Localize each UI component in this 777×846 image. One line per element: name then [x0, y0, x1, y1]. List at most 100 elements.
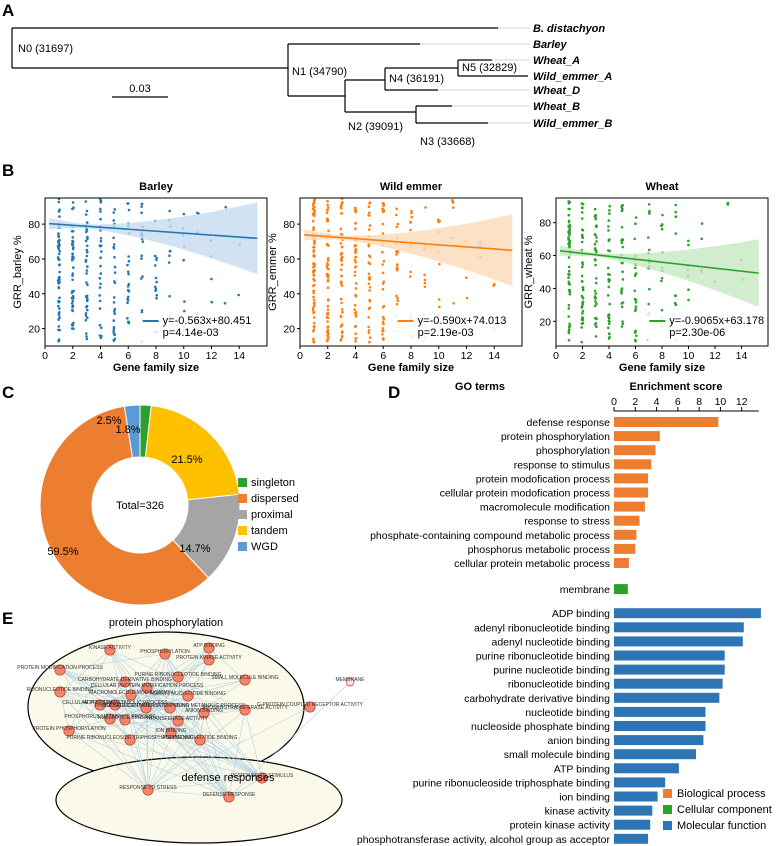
go-term-label: nucleotide binding: [525, 707, 610, 719]
data-point: [56, 256, 60, 259]
go-bar: [614, 664, 725, 675]
data-point: [72, 206, 75, 209]
network-edge: [68, 730, 149, 791]
data-point: [70, 230, 74, 233]
data-point: [607, 337, 611, 340]
data-point: [112, 245, 115, 249]
data-point: [423, 285, 427, 289]
network-node: [182, 690, 194, 702]
network-node: [345, 677, 355, 687]
network-edge: [59, 649, 111, 693]
go-terms-header: GO terms: [455, 381, 505, 393]
data-point: [567, 315, 570, 318]
network-edge: [146, 687, 201, 741]
legend-swatch: [238, 510, 247, 519]
data-point: [568, 229, 571, 233]
data-point: [608, 249, 611, 253]
go-bar: [614, 459, 652, 470]
data-point: [182, 258, 185, 262]
data-point: [674, 215, 678, 218]
data-point: [595, 325, 598, 329]
data-point: [567, 307, 571, 310]
network-node: [164, 702, 176, 714]
data-point: [325, 339, 329, 343]
data-point: [313, 301, 316, 305]
tree-node-label: N4 (36191): [389, 73, 444, 85]
data-point: [353, 303, 357, 307]
data-point: [581, 309, 585, 313]
pie-slice-label: 21.5%: [171, 454, 202, 466]
data-point: [634, 298, 638, 302]
go-term-label: purine ribonucleotide binding: [476, 651, 610, 663]
go-term-label: phosphate-containing compound metabolic …: [370, 530, 610, 542]
data-point: [464, 276, 468, 280]
panel-letter-b: B: [2, 161, 14, 180]
network-node-label: PHOSPHORYLATION: [140, 649, 190, 655]
data-point: [99, 282, 102, 286]
data-point: [382, 338, 385, 341]
data-point: [595, 302, 598, 306]
data-point: [127, 208, 131, 212]
legend-label: Cellular component: [677, 804, 772, 816]
data-point: [687, 288, 690, 292]
data-point: [581, 302, 584, 305]
data-point: [634, 330, 637, 334]
network-node-label: ION BINDING: [155, 728, 186, 734]
network-node-label: RESPONSE TO STIMULUS: [231, 773, 294, 779]
data-point: [99, 264, 102, 268]
data-point: [382, 322, 385, 326]
go-term-label: small molecule binding: [504, 749, 610, 761]
data-point: [112, 332, 116, 335]
network-node: [165, 727, 177, 739]
data-point: [396, 267, 399, 270]
data-point: [367, 325, 371, 329]
data-point: [312, 249, 316, 252]
data-point: [608, 273, 611, 277]
network-edge: [59, 681, 126, 693]
data-point: [339, 205, 343, 209]
data-point: [438, 262, 441, 266]
data-point: [367, 261, 371, 264]
data-point: [141, 275, 144, 278]
data-point: [112, 219, 115, 222]
data-point: [621, 261, 624, 265]
pie-slice-label: 2.5%: [96, 415, 121, 427]
data-point: [581, 202, 585, 206]
data-point: [126, 263, 129, 267]
pie-slice-label: 14.7%: [179, 543, 210, 555]
data-point: [126, 202, 129, 205]
network-node-label: NUCLEOSIDE PHOSPHATE BINDING: [103, 703, 190, 709]
data-point: [312, 304, 316, 308]
go-bar: [614, 692, 720, 703]
data-point: [312, 330, 315, 333]
data-point: [660, 227, 664, 231]
network-node-label: PHOSPHATE-CONTAINING COMPOUND METABOLIC …: [95, 703, 246, 709]
data-point: [140, 277, 143, 280]
network-edge: [147, 739, 201, 791]
data-point: [57, 252, 61, 256]
network-edge: [177, 676, 246, 681]
data-point: [608, 302, 611, 306]
data-point: [85, 269, 89, 272]
data-point: [409, 228, 412, 232]
data-point: [634, 309, 637, 313]
x-tick-label: 0: [297, 350, 303, 362]
data-point: [168, 254, 171, 257]
data-point: [581, 286, 585, 289]
data-point: [127, 255, 130, 258]
data-point: [339, 268, 343, 272]
network-node-label: RIBONUCLEOTIDE BINDING: [27, 687, 94, 693]
network-edge: [199, 739, 230, 798]
data-point: [607, 229, 610, 232]
data-point: [354, 260, 357, 264]
network-node: [142, 784, 154, 796]
data-point: [155, 294, 159, 297]
data-point: [313, 265, 316, 268]
network-node-label: PROTEIN MODIFICATION PROCESS: [17, 665, 103, 671]
data-point: [594, 335, 598, 338]
data-point: [127, 320, 131, 324]
data-point: [381, 201, 385, 205]
data-point: [621, 278, 625, 281]
data-point: [634, 216, 638, 219]
network-edge: [59, 691, 70, 732]
